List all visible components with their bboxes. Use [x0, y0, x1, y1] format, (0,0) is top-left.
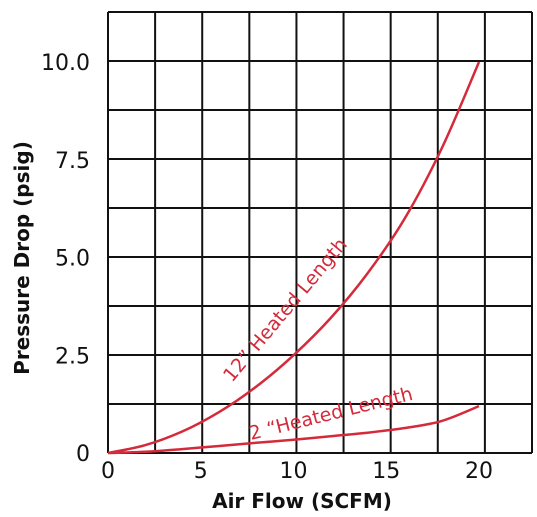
y-tick-label: 10.0 — [41, 51, 90, 76]
x-tick-label: 0 — [101, 459, 115, 484]
y-tick-label: 5.0 — [55, 247, 90, 272]
x-tick-label: 20 — [465, 459, 493, 484]
y-tick-label: 0 — [76, 442, 90, 467]
y-axis-title: Pressure Drop (psig) — [10, 141, 34, 375]
x-tick-label: 15 — [372, 459, 400, 484]
x-tick-label: 5 — [194, 459, 208, 484]
y-tick-label: 2.5 — [55, 344, 90, 369]
x-axis-title: Air Flow (SCFM) — [212, 489, 392, 513]
grid — [108, 12, 532, 453]
x-tick-label: 10 — [280, 459, 308, 484]
y-tick-label: 7.5 — [55, 149, 90, 174]
